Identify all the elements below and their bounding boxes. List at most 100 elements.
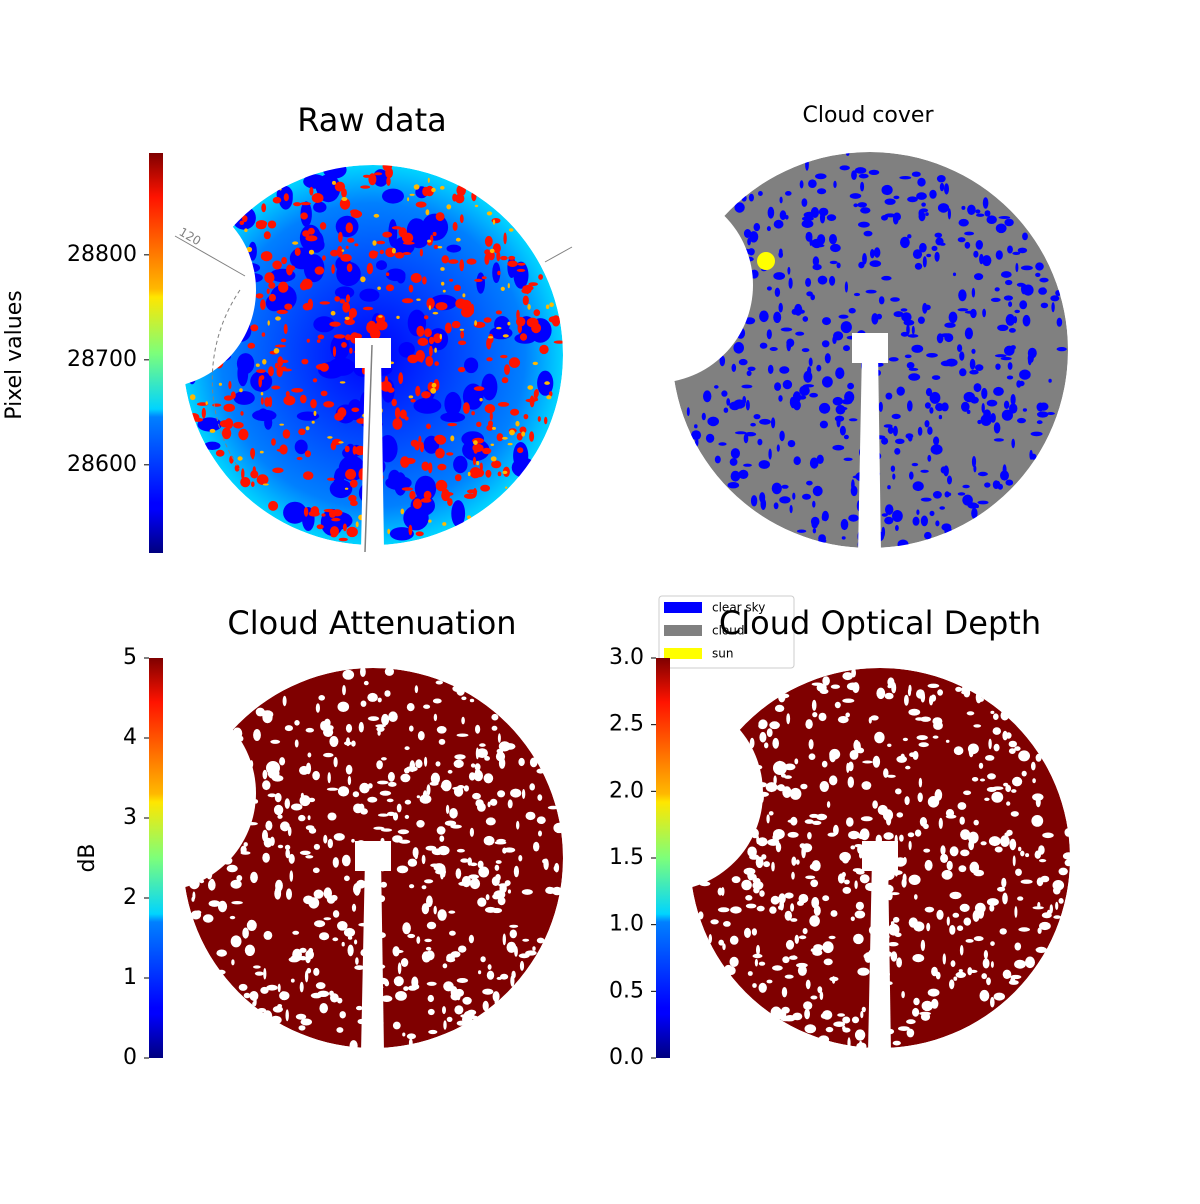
- texture: [289, 265, 296, 271]
- texture: [553, 865, 559, 872]
- texture: [743, 463, 752, 467]
- texture: [892, 1040, 901, 1046]
- texture: [1006, 801, 1011, 806]
- texture: [202, 914, 214, 923]
- texture: [440, 784, 446, 789]
- texture: [489, 248, 495, 254]
- texture: [917, 316, 925, 324]
- texture: [254, 971, 264, 976]
- texture: [427, 994, 434, 1003]
- colorbar-tick-label: 1.0: [609, 912, 644, 937]
- texture: [929, 695, 934, 706]
- texture: [769, 721, 780, 730]
- texture: [538, 830, 542, 837]
- texture: [1003, 295, 1014, 301]
- texture: [496, 433, 504, 442]
- texture: [931, 966, 938, 977]
- texture: [773, 311, 782, 323]
- texture: [189, 394, 196, 401]
- texture: [808, 739, 814, 750]
- texture: [262, 852, 270, 863]
- texture: [299, 850, 311, 855]
- texture: [500, 354, 508, 359]
- texture: [208, 900, 221, 907]
- colorbar-tick-label: 5: [123, 645, 137, 670]
- texture: [718, 939, 724, 946]
- texture: [805, 875, 816, 880]
- texture: [907, 334, 919, 338]
- sun: [266, 761, 280, 775]
- texture: [880, 971, 890, 978]
- texture: [717, 313, 724, 318]
- texture: [227, 313, 234, 325]
- texture: [504, 743, 516, 750]
- texture: [240, 262, 261, 273]
- texture: [742, 396, 747, 405]
- texture: [860, 181, 865, 192]
- texture: [697, 851, 705, 860]
- texture: [829, 234, 837, 245]
- texture: [1017, 896, 1024, 901]
- texture: [759, 731, 767, 743]
- texture: [986, 215, 997, 224]
- texture: [545, 304, 550, 310]
- texture: [745, 903, 757, 909]
- texture: [339, 299, 345, 304]
- texture: [374, 172, 383, 176]
- texture: [480, 956, 486, 963]
- sky-image: [690, 668, 1075, 1050]
- texture: [190, 321, 203, 332]
- texture: [944, 333, 954, 343]
- texture: [424, 328, 432, 338]
- texture: [992, 727, 1001, 735]
- texture: [717, 907, 730, 913]
- texture: [906, 324, 910, 336]
- texture: [273, 348, 280, 354]
- texture: [1017, 417, 1026, 424]
- texture: [752, 983, 757, 988]
- texture: [973, 383, 982, 393]
- texture: [508, 228, 514, 232]
- texture: [799, 385, 810, 396]
- texture: [848, 761, 854, 772]
- texture: [971, 348, 976, 354]
- texture: [842, 1016, 851, 1024]
- sky-background: [690, 668, 1070, 1048]
- texture: [475, 768, 481, 775]
- texture: [413, 397, 442, 414]
- texture: [326, 787, 339, 791]
- sun: [757, 252, 775, 270]
- texture: [973, 465, 977, 473]
- texture: [971, 777, 979, 782]
- texture: [818, 1035, 830, 1044]
- texture: [843, 434, 849, 440]
- texture: [220, 327, 226, 331]
- texture: [810, 995, 818, 1000]
- texture: [223, 403, 235, 412]
- texture: [431, 187, 436, 193]
- texture: [993, 713, 999, 720]
- texture: [367, 796, 378, 803]
- texture: [280, 991, 286, 1001]
- texture: [386, 798, 394, 803]
- texture: [772, 965, 783, 971]
- texture: [830, 684, 841, 689]
- texture: [821, 514, 826, 521]
- texture: [449, 808, 458, 819]
- texture: [533, 309, 541, 317]
- texture: [871, 470, 881, 478]
- texture: [876, 1032, 885, 1043]
- texture: [339, 381, 346, 384]
- texture: [291, 803, 303, 811]
- texture: [341, 249, 345, 252]
- texture: [907, 196, 918, 203]
- texture: [669, 310, 681, 323]
- texture: [809, 392, 818, 398]
- texture: [674, 368, 682, 377]
- texture: [300, 1018, 312, 1026]
- texture: [872, 755, 881, 768]
- texture: [984, 797, 990, 801]
- texture: [963, 917, 972, 926]
- texture: [727, 482, 740, 489]
- texture: [886, 815, 892, 826]
